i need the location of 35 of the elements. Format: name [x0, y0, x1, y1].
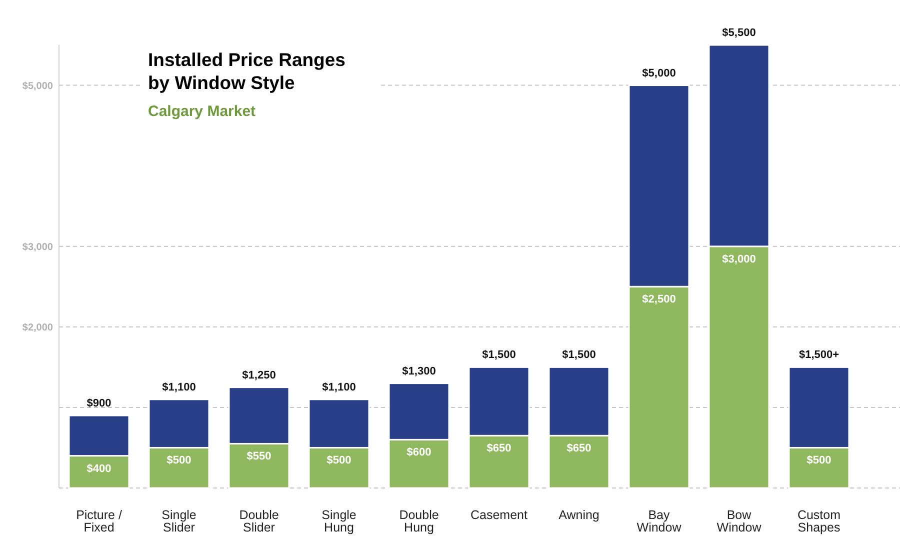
data-label: $500 [326, 454, 352, 467]
x-tick-label: Casement [470, 508, 528, 522]
total-label: $1,100 [322, 381, 356, 394]
total-label: $900 [86, 398, 112, 410]
data-label: $3,000 [722, 253, 756, 266]
x-tick-label: Bow Window [716, 508, 762, 534]
x-tick-label: Double Slider [239, 508, 279, 534]
total-label: $1,500 [562, 349, 596, 362]
total-label: $1,100 [162, 381, 196, 394]
data-label: $650 [566, 442, 592, 455]
total-label: $5,000 [642, 67, 676, 80]
data-label: $500 [166, 454, 192, 467]
x-tick-label: Picture / Fixed [76, 508, 122, 534]
y-tick-label: $2,000 [22, 322, 54, 334]
text: Calgary Market [148, 103, 256, 120]
text: Installed Price Ranges by Window Style [148, 49, 346, 93]
x-tick-label: Bay Window [636, 508, 682, 534]
x-tick-label: Single Slider [162, 508, 196, 534]
data-label: $400 [86, 462, 112, 475]
data-label: $650 [486, 442, 512, 455]
x-tick-label: Awning [558, 508, 600, 522]
total-label: $1,500 [482, 349, 516, 362]
x-tick-label: Custom Shapes [797, 508, 841, 534]
total-label: $5,500 [722, 27, 756, 39]
total-label: $1,300 [402, 365, 436, 378]
data-label: $600 [406, 446, 432, 459]
data-label: $500 [806, 454, 832, 467]
total-label: $1,250 [242, 369, 276, 382]
x-tick-label: Double Hung [399, 508, 439, 534]
y-tick-label: $3,000 [22, 242, 54, 253]
data-label: $550 [246, 450, 272, 463]
x-tick-label: Single Hung [322, 508, 356, 534]
data-label: $2,500 [642, 294, 676, 306]
total-label: $1,500+ [798, 349, 840, 362]
y-tick-label: $5,000 [22, 80, 54, 92]
